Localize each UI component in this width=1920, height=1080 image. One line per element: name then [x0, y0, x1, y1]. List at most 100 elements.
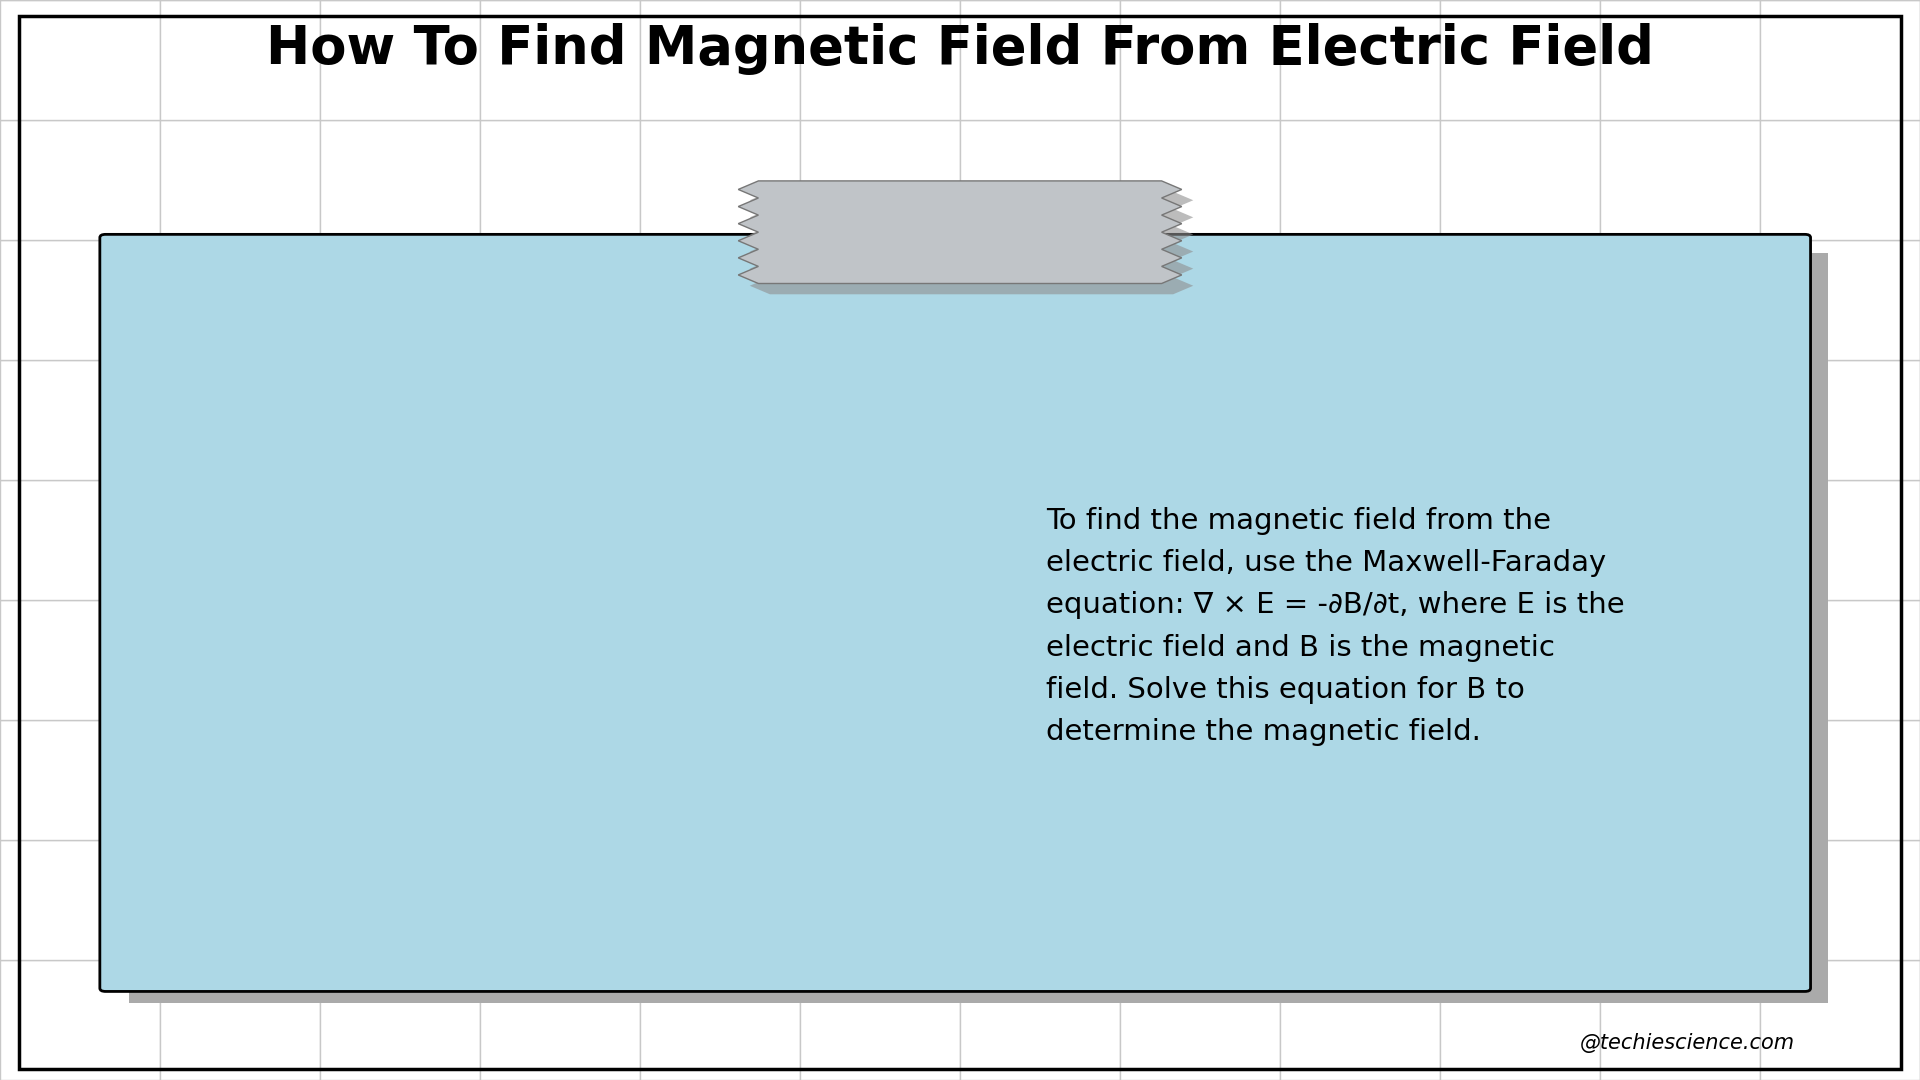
- Bar: [1599, 0, 1761, 120]
- Bar: [960, 0, 1119, 120]
- Bar: [159, 360, 321, 480]
- Bar: [1119, 120, 1281, 240]
- Bar: [801, 840, 960, 960]
- Bar: [480, 840, 639, 960]
- Bar: [801, 480, 960, 600]
- Bar: [639, 600, 801, 720]
- Bar: [159, 480, 321, 600]
- Bar: [1599, 720, 1761, 840]
- Bar: [1119, 480, 1281, 600]
- Bar: [639, 480, 801, 600]
- Bar: [1440, 600, 1599, 720]
- Bar: [1440, 720, 1599, 840]
- Bar: [480, 600, 639, 720]
- Bar: [1761, 240, 1920, 360]
- Bar: [0, 240, 159, 360]
- Bar: [1761, 480, 1920, 600]
- Bar: [0, 360, 159, 480]
- Bar: [0, 840, 159, 960]
- Bar: [480, 960, 639, 1080]
- Bar: [159, 240, 321, 360]
- Bar: [1599, 240, 1761, 360]
- Bar: [480, 720, 639, 840]
- Bar: [480, 0, 639, 120]
- Bar: [1761, 960, 1920, 1080]
- Bar: [1119, 840, 1281, 960]
- Bar: [321, 480, 480, 600]
- Bar: [801, 360, 960, 480]
- Text: To find the magnetic field from the
electric field, use the Maxwell-Faraday
equa: To find the magnetic field from the elec…: [1046, 507, 1624, 746]
- Bar: [1440, 360, 1599, 480]
- Bar: [1599, 600, 1761, 720]
- Bar: [0, 120, 159, 240]
- Bar: [480, 240, 639, 360]
- Bar: [0, 0, 159, 120]
- Polygon shape: [749, 192, 1192, 295]
- Bar: [480, 360, 639, 480]
- Bar: [1119, 600, 1281, 720]
- Bar: [1119, 240, 1281, 360]
- Bar: [321, 360, 480, 480]
- Bar: [960, 600, 1119, 720]
- Bar: [960, 360, 1119, 480]
- Bar: [159, 600, 321, 720]
- Bar: [159, 960, 321, 1080]
- Bar: [1281, 360, 1440, 480]
- Bar: [1440, 0, 1599, 120]
- Bar: [801, 240, 960, 360]
- Bar: [960, 720, 1119, 840]
- Text: @techiescience.com: @techiescience.com: [1580, 1032, 1795, 1053]
- Bar: [0, 960, 159, 1080]
- Bar: [1761, 0, 1920, 120]
- Bar: [639, 960, 801, 1080]
- Bar: [1440, 480, 1599, 600]
- Text: How To Find Magnetic Field From Electric Field: How To Find Magnetic Field From Electric…: [267, 23, 1653, 75]
- Bar: [960, 120, 1119, 240]
- Bar: [1119, 720, 1281, 840]
- Bar: [0, 720, 159, 840]
- Bar: [1761, 600, 1920, 720]
- Bar: [1281, 240, 1440, 360]
- Bar: [1599, 840, 1761, 960]
- Bar: [960, 240, 1119, 360]
- Bar: [1281, 960, 1440, 1080]
- Bar: [1599, 480, 1761, 600]
- Bar: [321, 960, 480, 1080]
- Bar: [1440, 840, 1599, 960]
- Bar: [639, 0, 801, 120]
- Bar: [480, 120, 639, 240]
- Bar: [1119, 0, 1281, 120]
- Bar: [159, 120, 321, 240]
- Bar: [321, 840, 480, 960]
- Bar: [129, 253, 1828, 1003]
- Bar: [1440, 240, 1599, 360]
- Bar: [159, 0, 321, 120]
- Bar: [1281, 840, 1440, 960]
- Bar: [639, 720, 801, 840]
- Bar: [1440, 120, 1599, 240]
- Bar: [1761, 840, 1920, 960]
- Bar: [1119, 360, 1281, 480]
- Bar: [480, 480, 639, 600]
- Bar: [801, 600, 960, 720]
- Bar: [1281, 120, 1440, 240]
- Bar: [1761, 120, 1920, 240]
- Bar: [321, 720, 480, 840]
- Bar: [801, 960, 960, 1080]
- Bar: [321, 120, 480, 240]
- Bar: [639, 240, 801, 360]
- Bar: [1281, 480, 1440, 600]
- Bar: [639, 840, 801, 960]
- Bar: [639, 360, 801, 480]
- Bar: [321, 600, 480, 720]
- Bar: [1599, 360, 1761, 480]
- Bar: [159, 840, 321, 960]
- Bar: [321, 0, 480, 120]
- Bar: [960, 480, 1119, 600]
- Bar: [0, 600, 159, 720]
- Bar: [1281, 0, 1440, 120]
- Bar: [1440, 960, 1599, 1080]
- Bar: [1599, 120, 1761, 240]
- Bar: [159, 720, 321, 840]
- Bar: [960, 840, 1119, 960]
